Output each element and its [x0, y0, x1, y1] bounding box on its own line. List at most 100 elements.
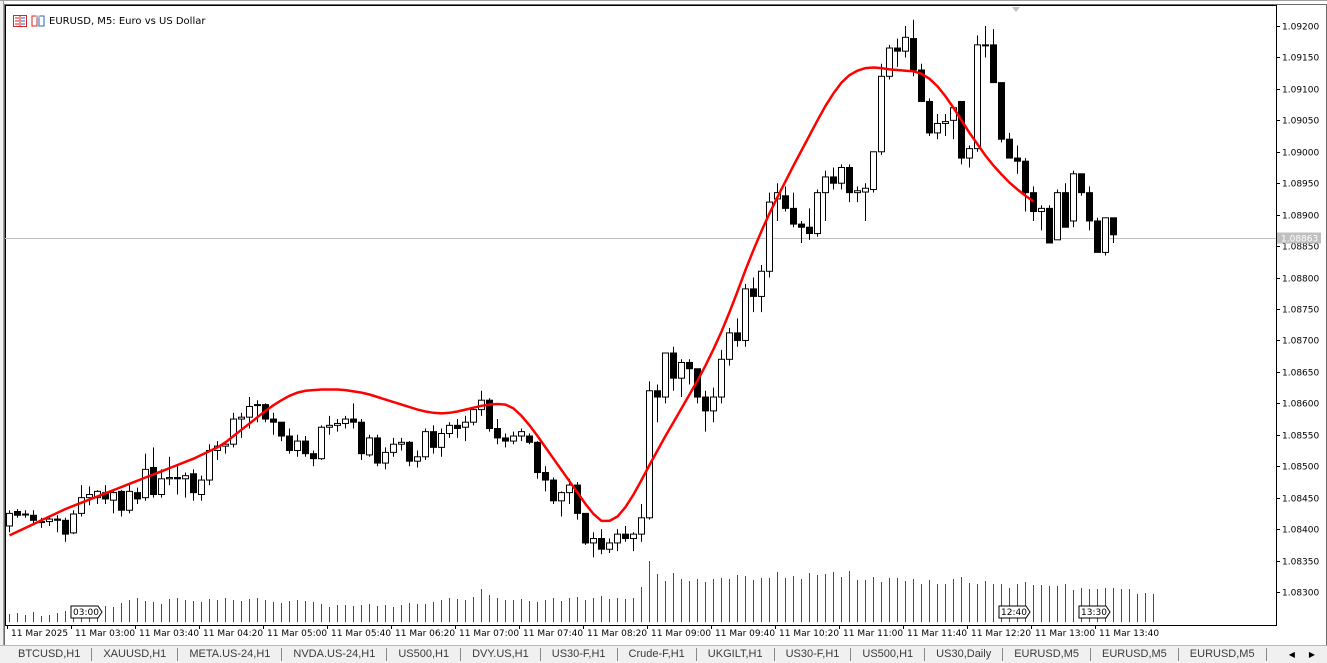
tab-scroll-left-icon[interactable]: ◀: [1288, 650, 1295, 659]
chart-tab[interactable]: US30-F,H1: [541, 648, 618, 661]
candle: [718, 349, 725, 404]
candle: [710, 387, 717, 423]
candle: [502, 433, 509, 448]
candle: [782, 186, 789, 212]
price-tick-label: 1.08450: [1282, 495, 1319, 505]
chart-tab[interactable]: EURUSD,M5: [1179, 648, 1267, 661]
candle: [814, 189, 821, 237]
candle: [726, 327, 733, 366]
candle: [846, 164, 853, 203]
time-tick-label: 11 Mar 06:20: [395, 629, 456, 639]
candle: [422, 428, 429, 460]
time-marker: 12:40: [998, 605, 1031, 619]
candle: [126, 485, 133, 514]
candle: [1102, 217, 1109, 256]
candle: [62, 517, 69, 542]
moving-average-line: [8, 66, 1035, 537]
price-tick-label: 1.09200: [1282, 23, 1319, 33]
chart-title-bar: EURUSD, M5: Euro vs US Dollar: [13, 13, 205, 29]
candle: [470, 406, 477, 426]
trade-panel-icon[interactable]: [31, 15, 45, 27]
candle: [734, 318, 741, 347]
chart-list-icon[interactable]: [13, 15, 27, 27]
candle: [798, 220, 805, 243]
candle: [398, 437, 405, 451]
time-tick-label: 11 Mar 13:00: [1035, 629, 1096, 639]
chart-tab[interactable]: EURUSD,M5: [1003, 648, 1091, 661]
time-tick-label: 11 Mar 04:20: [203, 629, 264, 639]
chart-tab[interactable]: US500,H1: [387, 648, 462, 661]
time-axis: 11 Mar 2025 11 Mar 03:00 11 Mar 03:40 11 Ma…: [11, 629, 1281, 643]
time-tick-label: 11 Mar 2025: [11, 629, 69, 639]
candle: [110, 490, 117, 514]
time-tick-label: 11 Mar 03:40: [139, 629, 200, 639]
chart-tab[interactable]: XAUUSD,H1: [92, 648, 179, 661]
candle: [1070, 170, 1077, 228]
time-tick-label: 11 Mar 07:00: [459, 629, 520, 639]
candle: [14, 508, 21, 518]
candle: [414, 450, 421, 468]
candle: [574, 481, 581, 520]
candle: [510, 431, 517, 445]
price-tick-label: 1.08750: [1282, 306, 1319, 316]
candle: [134, 487, 141, 504]
candle: [78, 485, 85, 517]
price-tick-label: 1.08350: [1282, 558, 1319, 568]
candle: [806, 208, 813, 240]
scroll-marker-icon: [1012, 7, 1020, 12]
candle: [462, 415, 469, 442]
candle: [182, 472, 189, 498]
candle: [678, 359, 685, 398]
candle: [286, 428, 293, 454]
candle: [942, 114, 949, 137]
time-tick-label: 11 Mar 05:40: [331, 629, 392, 639]
chart-tab[interactable]: BTCUSD,H1: [0, 648, 93, 661]
time-tick-label: 11 Mar 07:40: [523, 629, 584, 639]
candle: [294, 434, 301, 457]
time-marker: 13:30: [1078, 605, 1111, 619]
chart-tab[interactable]: UKGILT,H1: [697, 648, 775, 661]
candle: [166, 456, 173, 486]
chart-tab[interactable]: EURUSD,M5: [1091, 648, 1179, 661]
candle: [582, 512, 589, 545]
candle: [214, 441, 221, 460]
price-tick-label: 1.09000: [1282, 149, 1319, 159]
chart-window[interactable]: 1.09200 1.09150 1.09100 1.09050 1.09000 1.089…: [4, 4, 1327, 647]
candle: [1006, 132, 1013, 159]
chart-tab[interactable]: Crude-F,H1: [618, 648, 697, 661]
chart-tab[interactable]: DVY.US,H1: [461, 648, 541, 661]
price-tick-label: 1.08700: [1282, 337, 1319, 347]
candle: [86, 486, 93, 506]
chart-tab[interactable]: NVDA.US-24,H1: [282, 648, 388, 661]
candle: [374, 434, 381, 467]
candle: [990, 29, 997, 84]
candle: [230, 412, 237, 448]
chart-tab[interactable]: US30,Daily: [925, 648, 1004, 661]
tab-scroll-right-icon[interactable]: ▶: [1308, 650, 1315, 659]
candle: [30, 510, 37, 525]
candle: [1022, 158, 1029, 212]
candle: [1086, 186, 1093, 231]
chart-tab[interactable]: US500,H1: [851, 648, 926, 661]
candle: [766, 192, 773, 278]
candle: [686, 359, 693, 385]
candle: [606, 538, 613, 554]
price-chart-canvas[interactable]: 1.09200 1.09150 1.09100 1.09050 1.09000 1.089…: [5, 5, 1326, 647]
candle: [926, 98, 933, 137]
chart-tab[interactable]: META.US-24,H1: [178, 648, 283, 661]
time-tick-label: 11 Mar 09:00: [651, 629, 712, 639]
candle: [870, 151, 877, 193]
candle: [638, 503, 645, 542]
candle: [822, 170, 829, 221]
candle: [494, 419, 501, 445]
candle: [1046, 205, 1053, 244]
price-tick-label: 1.08950: [1282, 180, 1319, 190]
svg-text:13:30: 13:30: [1081, 608, 1107, 618]
candle: [46, 516, 53, 526]
time-tick-label: 11 Mar 09:40: [715, 629, 776, 639]
candle: [6, 510, 13, 533]
candle: [390, 437, 397, 457]
candle: [974, 35, 981, 152]
candle: [54, 515, 61, 533]
chart-tab[interactable]: US30-F,H1: [775, 648, 852, 661]
